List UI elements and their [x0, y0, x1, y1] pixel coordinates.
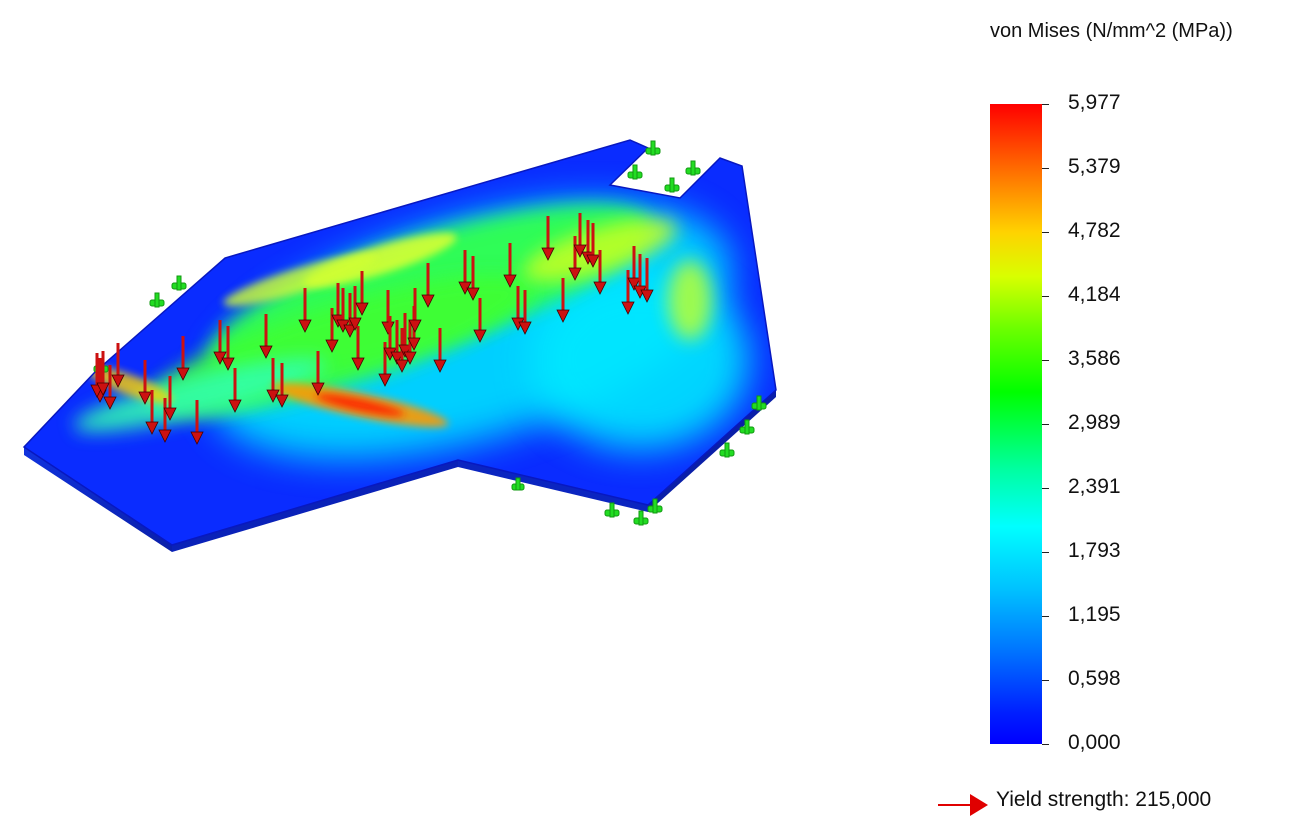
fixture-icon: [739, 419, 755, 435]
fixture-icon: [171, 275, 187, 291]
fixture-icon: [645, 140, 661, 156]
load-arrow-icon: [343, 293, 357, 338]
scale-tick: [1042, 744, 1049, 745]
load-arrow-icon: [503, 243, 517, 288]
load-arrow-icon: [518, 290, 532, 335]
load-arrow-icon: [111, 343, 125, 388]
load-arrow-icon: [403, 320, 417, 365]
scale-tick-label: 3,586: [1068, 347, 1121, 370]
fixture-icon: [751, 395, 767, 411]
load-arrow-icon: [473, 298, 487, 343]
load-arrow-icon: [348, 286, 362, 331]
scale-tick-label: 4,184: [1068, 283, 1121, 306]
load-arrow-icon: [163, 376, 177, 421]
scale-tick: [1042, 168, 1049, 169]
load-arrow-icon: [593, 250, 607, 295]
scale-tick-label: 4,782: [1068, 219, 1121, 242]
yield-arrow-icon: [938, 794, 988, 816]
model-viewport[interactable]: [0, 0, 960, 838]
scale-tick-label: 0,000: [1068, 731, 1121, 754]
load-arrow-icon: [466, 256, 480, 301]
load-arrow-icon: [176, 336, 190, 381]
scale-tick-label: 2,989: [1068, 411, 1121, 434]
color-scale-bar: [990, 104, 1042, 744]
load-arrow-icon: [138, 360, 152, 405]
scale-tick: [1042, 424, 1049, 425]
scale-tick-label: 5,977: [1068, 91, 1121, 114]
load-arrow-icon: [640, 258, 654, 303]
load-arrow-icon: [433, 328, 447, 373]
scale-tick: [1042, 488, 1049, 489]
stress-contour-plot: [22, 139, 777, 546]
load-arrow-icon: [158, 398, 172, 443]
load-arrow-icon: [586, 223, 600, 268]
load-arrow-icon: [259, 314, 273, 359]
fixtures: [93, 140, 767, 526]
scale-tick-label: 0,598: [1068, 667, 1121, 690]
fixture-icon: [719, 442, 735, 458]
scale-tick-label: 1,195: [1068, 603, 1121, 626]
fixture-icon: [149, 292, 165, 308]
load-arrow-icon: [621, 270, 635, 315]
load-arrows: [90, 213, 654, 445]
plate-thickness: [24, 390, 776, 552]
load-arrow-icon: [556, 278, 570, 323]
load-arrow-icon: [145, 390, 159, 435]
load-arrow-icon: [266, 358, 280, 403]
load-arrow-icon: [228, 368, 242, 413]
scale-tick: [1042, 616, 1049, 617]
scale-tick: [1042, 680, 1049, 681]
load-arrow-icon: [311, 351, 325, 396]
load-arrow-icon: [398, 313, 412, 358]
yield-strength-label: Yield strength: 215,000: [996, 788, 1212, 811]
load-arrow-icon: [541, 216, 555, 261]
load-arrow-icon: [298, 288, 312, 333]
load-arrow-icon: [351, 326, 365, 371]
scale-tick-label: 1,793: [1068, 539, 1121, 562]
scale-tick-label: 2,391: [1068, 475, 1121, 498]
scale-tick-label: 5,379: [1068, 155, 1121, 178]
fixture-icon: [647, 498, 663, 514]
load-arrow-icon: [390, 320, 404, 365]
load-arrow-icon: [221, 326, 235, 371]
load-arrow-icon: [355, 271, 369, 316]
fixture-icon: [511, 477, 525, 491]
load-arrow-icon: [568, 236, 582, 281]
load-arrow-icon: [408, 288, 422, 333]
scale-tick: [1042, 232, 1049, 233]
load-arrow-icon: [96, 351, 110, 396]
fixture-icon: [633, 510, 649, 526]
load-arrow-icon: [627, 246, 641, 291]
fixture-icon: [685, 160, 701, 176]
scale-tick: [1042, 104, 1049, 105]
load-arrow-icon: [190, 400, 204, 445]
load-arrow-icon: [275, 363, 289, 408]
legend-title: von Mises (N/mm^2 (MPa)): [990, 20, 1233, 42]
scale-tick: [1042, 296, 1049, 297]
load-arrow-icon: [103, 365, 117, 410]
fixture-icon: [627, 164, 643, 180]
load-arrow-icon: [573, 213, 587, 258]
scale-tick: [1042, 552, 1049, 553]
load-arrow-icon: [421, 263, 435, 308]
fixture-icon: [604, 502, 620, 518]
load-arrow-icon: [325, 308, 339, 353]
fixture-icon: [664, 177, 680, 193]
scale-tick: [1042, 360, 1049, 361]
